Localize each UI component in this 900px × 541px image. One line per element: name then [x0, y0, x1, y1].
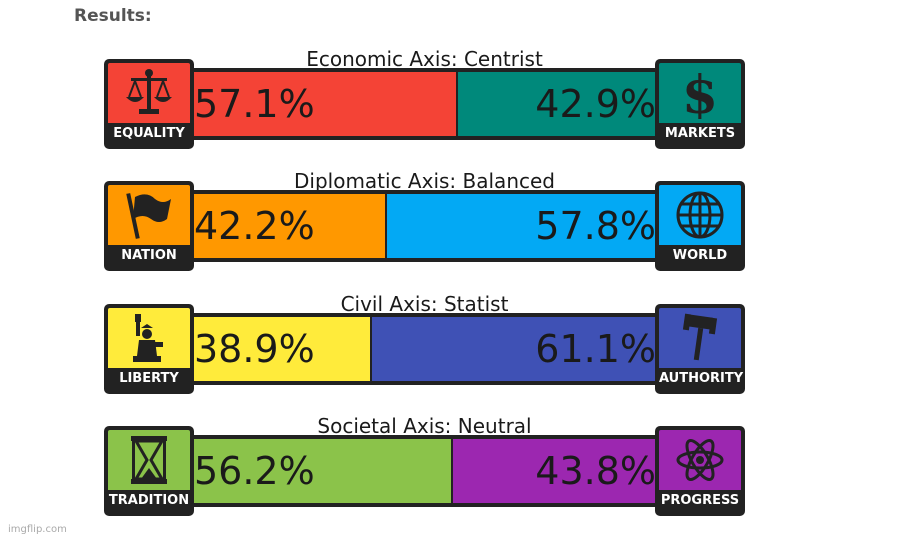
world-icon-box: WORLD	[655, 181, 745, 271]
tradition-icon-box: TRADITION	[104, 426, 194, 516]
hourglass-icon	[131, 436, 167, 484]
axis-bar: 42.2% 57.8%	[188, 190, 660, 262]
icon-label: WORLD	[672, 248, 728, 263]
markets-icon-box: $ MARKETS	[655, 59, 745, 149]
axis-bar: 57.1% 42.9%	[188, 68, 660, 140]
icon-background	[108, 63, 190, 123]
left-percent: 57.1%	[194, 82, 315, 126]
icon-label: PROGRESS	[660, 493, 740, 508]
svg-text:$: $	[682, 67, 718, 119]
icon-background	[659, 430, 741, 490]
icon-label: LIBERTY	[119, 371, 179, 386]
equality-icon-box: EQUALITY	[104, 59, 194, 149]
icon-background	[108, 308, 190, 368]
icon-label: NATION	[121, 248, 177, 263]
statue-of-liberty-icon	[133, 314, 163, 362]
right-segment: 42.9%	[457, 72, 660, 136]
right-segment: 43.8%	[453, 439, 660, 503]
left-segment: 42.2%	[188, 194, 388, 258]
imgflip-watermark: imgflip.com	[8, 524, 67, 535]
societal-axis: Societal Axis: Neutral 56.2% 43.8% TRADI…	[104, 414, 745, 516]
diplomatic-axis: Diplomatic Axis: Balanced 42.2% 57.8% NA…	[104, 169, 745, 271]
icon-label: EQUALITY	[113, 126, 185, 141]
scales-icon	[126, 69, 172, 114]
icon-background	[659, 185, 741, 245]
economic-axis: Economic Axis: Centrist 57.1% 42.9% EQUA…	[104, 47, 745, 149]
flag-icon	[126, 193, 171, 239]
right-percent: 42.9%	[535, 82, 656, 126]
results-heading: Results:	[74, 6, 152, 26]
icon-background	[108, 185, 190, 245]
right-percent: 43.8%	[535, 449, 656, 493]
gavel-icon	[682, 313, 718, 361]
icon-background	[108, 430, 190, 490]
left-segment: 56.2%	[188, 439, 454, 503]
left-percent: 42.2%	[194, 204, 315, 248]
right-percent: 61.1%	[535, 327, 656, 371]
left-percent: 38.9%	[194, 327, 315, 371]
left-percent: 56.2%	[194, 449, 315, 493]
dollar-icon: $	[682, 67, 718, 119]
axis-bar: 56.2% 43.8%	[188, 435, 660, 507]
axis-bar: 38.9% 61.1%	[188, 313, 660, 385]
icon-label: MARKETS	[664, 126, 736, 141]
axis-title: Societal Axis: Neutral	[317, 414, 532, 438]
globe-icon	[676, 191, 724, 239]
atom-icon	[676, 439, 724, 481]
icon-background	[659, 308, 741, 368]
right-percent: 57.8%	[535, 204, 656, 248]
progress-icon-box: PROGRESS	[655, 426, 745, 516]
left-segment: 38.9%	[188, 317, 372, 381]
left-segment: 57.1%	[188, 72, 458, 136]
icon-label: AUTHORITY	[659, 371, 744, 386]
icon-background: $	[659, 63, 741, 123]
axis-title: Civil Axis: Statist	[340, 292, 509, 316]
civil-axis: Civil Axis: Statist 38.9% 61.1% LIBERTY	[104, 292, 745, 394]
axis-title: Economic Axis: Centrist	[306, 47, 543, 71]
liberty-icon-box: LIBERTY	[104, 304, 194, 394]
axis-title: Diplomatic Axis: Balanced	[294, 169, 555, 193]
authority-icon-box: AUTHORITY	[655, 304, 745, 394]
icon-label: TRADITION	[108, 493, 190, 508]
nation-icon-box: NATION	[104, 181, 194, 271]
right-segment: 61.1%	[371, 317, 660, 381]
right-segment: 57.8%	[387, 194, 660, 258]
